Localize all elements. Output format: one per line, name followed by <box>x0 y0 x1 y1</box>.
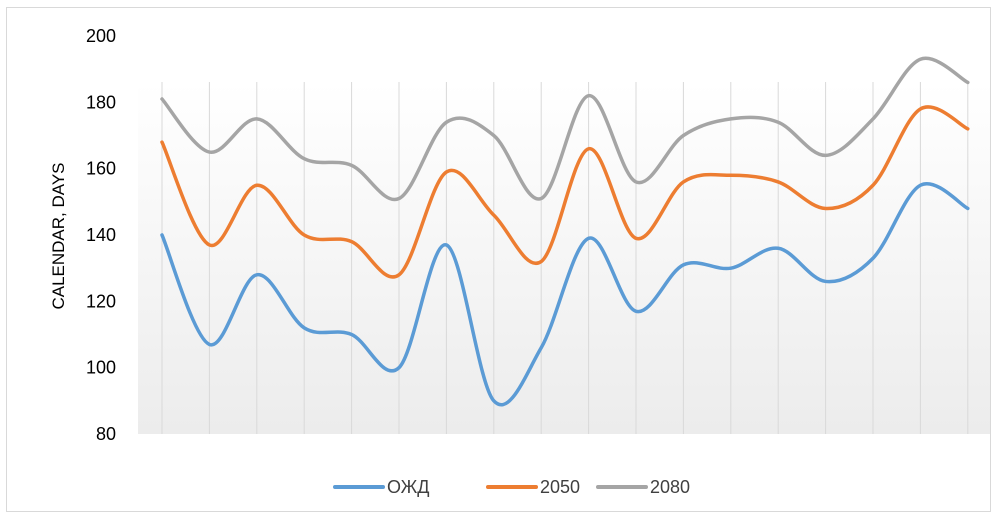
legend-label: 2080 <box>650 477 690 497</box>
series-lines <box>160 56 970 407</box>
plot-area <box>138 82 990 434</box>
legend-label: ОЖД <box>387 477 429 497</box>
y-tick-label: 160 <box>86 159 116 179</box>
y-tick-label: 80 <box>96 424 116 444</box>
y-tick-label: 180 <box>86 92 116 112</box>
y-axis: 80 100 120 140 160 180 200 <box>86 26 116 444</box>
y-tick-label: 140 <box>86 225 116 245</box>
series-line-0 <box>160 181 970 407</box>
y-tick-label: 200 <box>86 26 116 46</box>
legend-label: 2050 <box>540 477 580 497</box>
series-line-2 <box>160 56 970 202</box>
legend: ОЖД 2050 2080 <box>333 477 690 497</box>
y-tick-label: 100 <box>86 358 116 378</box>
series-line-1 <box>160 105 970 279</box>
y-axis-title: CALENDAR, DAYS <box>49 162 68 309</box>
y-tick-label: 120 <box>86 291 116 311</box>
gridlines <box>161 82 969 434</box>
